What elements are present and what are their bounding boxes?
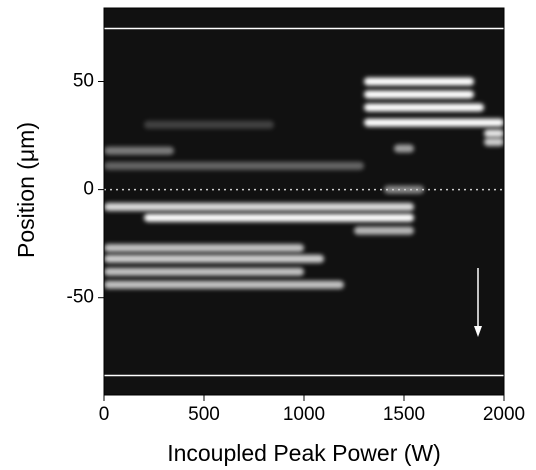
streak (104, 146, 174, 155)
streak (104, 280, 344, 289)
x-axis-label: Incoupled Peak Power (W) (167, 440, 441, 466)
plot-area (104, 8, 504, 395)
y-tick-label: 50 (73, 71, 94, 92)
x-tick-label: 1500 (383, 404, 425, 425)
streak (104, 243, 304, 252)
streak (104, 267, 304, 276)
streak (364, 90, 474, 99)
streak (104, 161, 364, 170)
streak (104, 254, 324, 263)
x-tick-label: 1000 (283, 404, 325, 425)
streak (144, 213, 414, 222)
streak (394, 144, 414, 153)
y-axis-label: Position (μm) (13, 122, 39, 258)
x-tick-label: 0 (99, 404, 110, 425)
y-tick-label: 0 (83, 179, 94, 200)
image-background (104, 8, 504, 395)
y-tick-label: -50 (67, 287, 94, 308)
streak (364, 103, 484, 112)
streak (364, 118, 504, 127)
x-tick-label: 2000 (483, 404, 525, 425)
streak (144, 120, 274, 129)
streak (104, 202, 414, 211)
x-tick-label: 500 (188, 404, 220, 425)
arrow (474, 268, 482, 337)
streak (484, 138, 504, 147)
streak (364, 77, 474, 86)
streak (354, 226, 414, 235)
streak (484, 129, 504, 138)
